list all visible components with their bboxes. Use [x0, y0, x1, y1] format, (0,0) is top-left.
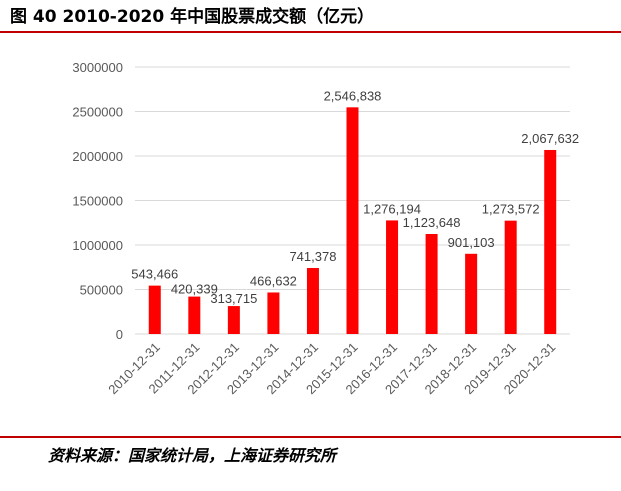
bar [267, 292, 280, 334]
data-label: 741,378 [289, 249, 336, 264]
bars [148, 107, 557, 334]
data-label: 1,273,572 [482, 202, 540, 217]
bar [386, 220, 399, 334]
data-label: 2,546,838 [324, 88, 382, 103]
data-label: 1,123,648 [403, 215, 461, 230]
data-label: 313,715 [210, 291, 257, 306]
bar [465, 253, 478, 334]
bar [544, 149, 557, 334]
bar [346, 107, 359, 334]
y-tick-label: 500000 [80, 283, 123, 298]
bar [188, 296, 201, 334]
y-tick-label: 0 [116, 327, 123, 342]
top-rule [0, 31, 621, 33]
bar [148, 285, 161, 334]
bar [504, 220, 517, 334]
bar [306, 268, 319, 334]
data-label: 2,067,632 [521, 131, 579, 146]
y-tick-label: 1500000 [72, 194, 123, 209]
chart-title: 图 40 2010-2020 年中国股票成交额（亿元） [10, 7, 375, 27]
y-tick-label: 2500000 [72, 105, 123, 120]
y-tick-label: 1000000 [72, 238, 123, 253]
bottom-rule [0, 436, 621, 438]
data-label: 901,103 [448, 235, 495, 250]
y-tick-label: 2000000 [72, 149, 123, 164]
source-note: 资料来源：国家统计局，上海证券研究所 [48, 446, 337, 465]
data-label: 1,276,194 [363, 201, 421, 216]
data-label: 466,632 [250, 273, 297, 288]
data-label: 420,339 [171, 282, 218, 297]
y-tick-label: 3000000 [72, 60, 123, 75]
data-label: 543,466 [131, 267, 178, 282]
x-axis-ticks: 2010-12-312011-12-312012-12-312013-12-31… [105, 340, 558, 398]
bar [425, 233, 438, 334]
y-axis-ticks: 0 500000 1000000 1500000 2000000 2500000 30000… [72, 60, 123, 342]
bar [227, 306, 240, 334]
